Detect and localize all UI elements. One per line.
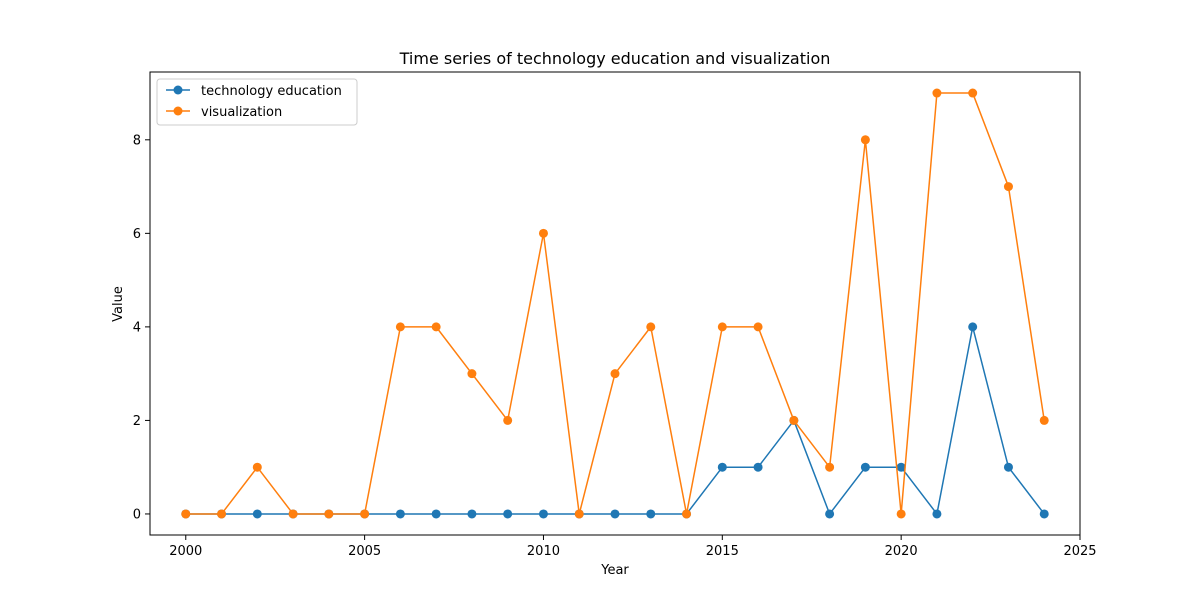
data-point-visualization [467,369,477,379]
data-point-technology-education [825,509,835,519]
y-tick-label: 4 [133,320,141,335]
data-point-visualization [395,322,405,332]
data-point-technology-education [860,462,870,472]
data-point-technology-education [467,509,477,519]
legend-marker-visualization [173,106,183,116]
data-point-technology-education [395,509,405,519]
plot-area [149,71,1081,536]
legend-marker-technology-education [173,85,183,95]
data-point-visualization [610,369,620,379]
x-tick-label: 2015 [706,544,739,559]
x-axis-ticks: 2000 2005 2010 2015 2020 2025 [169,535,1097,559]
x-tick-label: 2020 [885,544,918,559]
data-point-visualization [682,509,692,519]
data-point-technology-education [503,509,513,519]
data-point-visualization [503,415,513,425]
x-tick-label: 2005 [348,544,381,559]
data-point-technology-education [1003,462,1013,472]
data-point-technology-education [968,322,978,332]
data-point-visualization [789,415,799,425]
x-tick-label: 2000 [169,544,202,559]
series-layer [181,88,1049,519]
series-visualization [181,88,1049,519]
data-point-technology-education [610,509,620,519]
data-point-technology-education [538,509,548,519]
y-tick-label: 2 [133,414,141,429]
data-point-visualization [896,509,906,519]
data-point-technology-education [1039,509,1049,519]
data-point-visualization [1003,182,1013,192]
data-point-visualization [538,228,548,238]
data-point-visualization [181,509,191,519]
x-tick-label: 2025 [1063,544,1096,559]
chart-title: Time series of technology education and … [399,49,831,68]
data-point-technology-education [717,462,727,472]
x-axis-label: Year [600,563,629,578]
x-tick-label: 2010 [527,544,560,559]
y-tick-label: 6 [133,227,141,242]
data-point-visualization [252,462,262,472]
data-point-technology-education [252,509,262,519]
legend-label-visualization: visualization [201,105,282,120]
data-point-visualization [968,88,978,98]
data-point-visualization [360,509,370,519]
y-axis-label: Value [111,286,126,322]
data-point-visualization [288,509,298,519]
legend-box [156,78,358,126]
y-tick-label: 8 [133,133,141,148]
data-point-visualization [324,509,334,519]
data-point-technology-education [896,462,906,472]
data-point-visualization [1039,415,1049,425]
data-point-technology-education [753,462,763,472]
legend: technology education visualization [156,78,358,126]
data-point-visualization [932,88,942,98]
y-tick-label: 0 [133,507,141,522]
y-axis-ticks: 0 2 4 6 8 [133,133,150,522]
data-point-technology-education [431,509,441,519]
data-point-visualization [753,322,763,332]
data-point-technology-education [646,509,656,519]
legend-label-technology-education: technology education [201,84,342,99]
data-point-visualization [825,462,835,472]
data-point-visualization [646,322,656,332]
data-point-technology-education [932,509,942,519]
data-point-visualization [574,509,584,519]
data-point-visualization [860,135,870,145]
data-point-visualization [217,509,227,519]
data-point-visualization [431,322,441,332]
data-point-visualization [717,322,727,332]
